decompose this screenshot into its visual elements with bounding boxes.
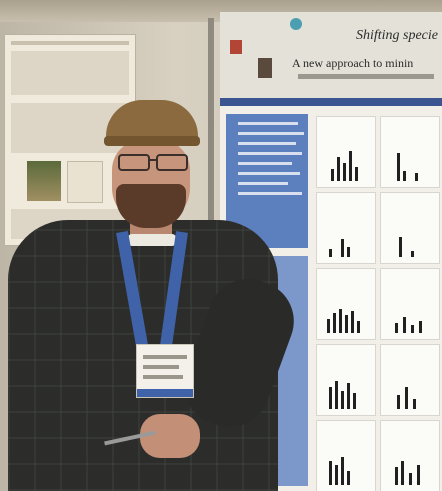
- poster-badge-icon: [290, 18, 302, 30]
- poster-text-line: [238, 132, 304, 135]
- poster-text-line: [238, 182, 288, 185]
- poster-header-band: [220, 98, 442, 106]
- histogram-panel: [380, 268, 440, 340]
- poster-text-line: [238, 172, 300, 175]
- histogram-panel: [380, 192, 440, 264]
- name-badge: [136, 344, 194, 398]
- left-poster-photo: [27, 161, 61, 201]
- poster-text-line: [238, 192, 302, 195]
- poster-text-line: [238, 152, 302, 155]
- poster-title: Shifting specie: [355, 28, 438, 43]
- beard: [116, 184, 186, 228]
- histogram-panel: [316, 116, 376, 188]
- glasses-bridge: [148, 159, 156, 161]
- glasses-right-lens: [156, 154, 188, 171]
- author-photo: [258, 58, 272, 78]
- poster-text-line: [238, 122, 298, 125]
- glasses-left-lens: [118, 154, 150, 171]
- hand: [140, 414, 200, 458]
- poster-subtitle: A new approach to minin: [292, 56, 414, 70]
- flat-cap-brim: [104, 136, 200, 146]
- histogram-panel: [380, 420, 440, 491]
- histogram-panel: [380, 344, 440, 416]
- left-poster-text-block: [11, 51, 129, 95]
- histogram-panel: [380, 116, 440, 188]
- histogram-panel: [316, 192, 376, 264]
- poster-text-line: [238, 142, 296, 145]
- left-poster-title-line: [11, 41, 129, 45]
- poster-text-line: [238, 162, 292, 165]
- poster-header: [220, 12, 442, 104]
- institution-logo-icon: [230, 40, 242, 54]
- histogram-panel: [316, 344, 376, 416]
- poster-authors-line: [298, 74, 434, 79]
- left-poster-figure: [67, 161, 103, 203]
- shirt-collar: [128, 234, 176, 246]
- histogram-panel: [316, 268, 376, 340]
- histogram-panel: [316, 420, 376, 491]
